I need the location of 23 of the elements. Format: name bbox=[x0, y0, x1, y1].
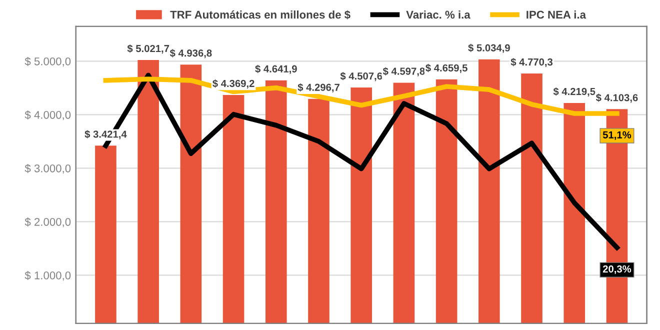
data-label: $ 4.936,8 bbox=[170, 49, 212, 58]
data-label: 20,3% bbox=[602, 265, 632, 274]
y-tick-label: $ 5.000,0 bbox=[24, 56, 71, 67]
y-tick-label: $ 1.000,0 bbox=[24, 271, 71, 281]
data-label: $ 5.034,9 bbox=[468, 44, 510, 53]
y-tick-label: $ 2.000,0 bbox=[24, 218, 71, 228]
legend-label: TRF Automáticas en millones de $ bbox=[170, 10, 350, 20]
data-label: 51,1% bbox=[602, 131, 632, 140]
data-label: $ 3.421,4 bbox=[84, 130, 127, 140]
data-label: $ 4.641,9 bbox=[255, 64, 297, 74]
y-tick-label: $ 3.000,0 bbox=[24, 164, 71, 174]
data-label: $ 4.770,3 bbox=[510, 58, 553, 68]
y-tick-label: $ 4.000,0 bbox=[24, 110, 71, 120]
data-label: $ 4.659,5 bbox=[426, 64, 468, 73]
data-label: $ 4.597,8 bbox=[382, 67, 425, 76]
data-label: $ 4.103,6 bbox=[596, 94, 638, 103]
data-label: $ 5.021,7 bbox=[127, 44, 170, 54]
legend-label: IPC NEA i.a bbox=[526, 10, 586, 19]
data-label: $ 4.296,7 bbox=[298, 83, 340, 92]
data-label: $ 4.369,2 bbox=[212, 79, 254, 89]
data-label: $ 4.219,5 bbox=[553, 87, 596, 97]
legend-label: Variac. % i.a bbox=[406, 10, 470, 19]
data-label: $ 4.507,6 bbox=[340, 72, 382, 82]
